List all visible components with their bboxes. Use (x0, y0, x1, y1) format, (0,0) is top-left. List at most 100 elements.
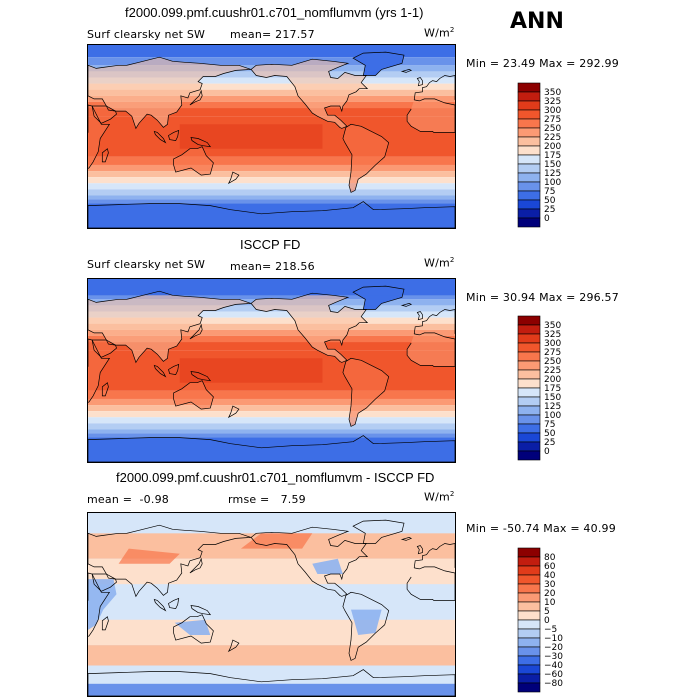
colorbar-tick-label: 80 (544, 553, 556, 563)
colorbar-swatch (517, 136, 541, 147)
colorbar-swatch (517, 100, 541, 111)
colorbar-swatch (517, 91, 541, 102)
colorbar-swatch (517, 324, 541, 335)
map-obs (87, 278, 456, 463)
colorbar-tick-label: −20 (544, 643, 563, 653)
colorbar-swatch (517, 163, 541, 174)
colorbar-swatch (517, 118, 541, 129)
colorbar-tick-label: 225 (544, 366, 561, 376)
colorbar-swatch (517, 217, 541, 228)
colorbar-swatch (517, 682, 541, 693)
colorbar-swatch (517, 82, 541, 93)
colorbar-tick-label: 75 (544, 187, 555, 197)
colorbar-swatch (517, 387, 541, 398)
colorbar-swatch (517, 646, 541, 657)
colorbar-tick-label: 20 (544, 589, 556, 599)
colorbar-swatch (517, 127, 541, 138)
colorbar-tick-label: 25 (544, 205, 555, 215)
colorbar-tick-label: −30 (544, 652, 563, 662)
colorbar-tick-label: 60 (544, 562, 556, 572)
colorbar-tick-label: 0 (544, 214, 550, 224)
colorbar-swatch (517, 441, 541, 452)
colorbar-tick-label: −40 (544, 661, 563, 671)
colorbar-swatch (517, 154, 541, 165)
colorbar-swatch (517, 450, 541, 461)
units-label: W/m2 (424, 26, 455, 40)
panel-title: ISCCP FD (240, 237, 301, 252)
colorbar-tick-label: −10 (544, 634, 563, 644)
colorbar-tick-label: 10 (544, 598, 556, 608)
colorbar-diff: 80 60 40 30 20 10 5 0 −5 −10 −20 −30 −40 −60 −80 (516, 547, 576, 693)
colorbar-tick-label: 150 (544, 160, 561, 170)
colorbar-tick-label: 325 (544, 330, 561, 340)
colorbar-tick-label: 0 (544, 616, 550, 626)
colorbar-swatch (517, 547, 541, 558)
colorbar-tick-label: 225 (544, 133, 561, 143)
colorbar-tick-label: 200 (544, 142, 561, 152)
colorbar-swatch (517, 351, 541, 362)
colorbar-swatch (517, 655, 541, 666)
map-diff (87, 512, 456, 697)
colorbar-obs: 350 325 300 275 250 225 200 175 150 125 100 75 50 25 0 (516, 315, 576, 461)
colorbar-swatch (517, 145, 541, 156)
colorbar-tick-label: 100 (544, 411, 561, 421)
mean-stat: mean = -0.98 (87, 493, 169, 506)
map-model (87, 44, 456, 229)
colorbar-swatch (517, 181, 541, 192)
colorbar-tick-label: −60 (544, 670, 563, 680)
colorbar-tick-label: 50 (544, 429, 556, 439)
colorbar-swatch (517, 574, 541, 585)
colorbar-swatch (517, 172, 541, 183)
colorbar-swatch (517, 414, 541, 425)
colorbar-tick-label: 100 (544, 178, 561, 188)
colorbar-swatch (517, 208, 541, 219)
min-max-stat: Min = 23.49 Max = 292.99 (466, 57, 619, 70)
colorbar-swatch (517, 664, 541, 675)
units-label: W/m2 (424, 256, 455, 270)
colorbar-tick-label: −5 (544, 625, 557, 635)
mean-stat: mean= 218.56 (230, 260, 315, 273)
colorbar-tick-label: 325 (544, 97, 561, 107)
colorbar-swatch (517, 360, 541, 371)
colorbar-swatch (517, 190, 541, 201)
colorbar-tick-label: 175 (544, 151, 561, 161)
colorbar-swatch (517, 378, 541, 389)
colorbar-tick-label: 300 (544, 106, 561, 116)
colorbar-swatch (517, 619, 541, 630)
colorbar-tick-label: 0 (544, 447, 550, 457)
colorbar-tick-label: 40 (544, 571, 556, 581)
colorbar-swatch (517, 592, 541, 603)
colorbar-tick-label: 275 (544, 115, 561, 125)
colorbar-swatch (517, 637, 541, 648)
panel-title: f2000.099.pmf.cuushr01.c701_nomflumvm - … (116, 470, 435, 485)
run-title: f2000.099.pmf.cuushr01.c701_nomflumvm (y… (125, 5, 424, 20)
colorbar-tick-label: 50 (544, 196, 556, 206)
colorbar-swatch (517, 601, 541, 612)
colorbar-tick-label: 30 (544, 580, 556, 590)
colorbar-swatch (517, 369, 541, 380)
colorbar-tick-label: 125 (544, 169, 561, 179)
colorbar-swatch (517, 333, 541, 344)
panel-variable: Surf clearsky net SW (87, 258, 206, 271)
colorbar-tick-label: −80 (544, 679, 563, 689)
colorbar-tick-label: 150 (544, 393, 561, 403)
colorbar-swatch (517, 315, 541, 326)
colorbar-tick-label: 275 (544, 348, 561, 358)
colorbar-tick-label: 350 (544, 88, 561, 98)
colorbar-tick-label: 25 (544, 438, 555, 448)
colorbar-swatch (517, 109, 541, 120)
colorbar-swatch (517, 423, 541, 434)
units-label: W/m2 (424, 490, 455, 504)
colorbar-tick-label: 175 (544, 384, 561, 394)
colorbar-swatch (517, 342, 541, 353)
colorbar-tick-label: 250 (544, 357, 561, 367)
colorbar-swatch (517, 396, 541, 407)
min-max-stat: Min = 30.94 Max = 296.57 (466, 291, 619, 304)
mean-stat: mean= 217.57 (230, 28, 315, 41)
colorbar-swatch (517, 432, 541, 443)
colorbar-swatch (517, 405, 541, 416)
colorbar-tick-label: 5 (544, 607, 550, 617)
colorbar-swatch (517, 583, 541, 594)
colorbar-tick-label: 300 (544, 339, 561, 349)
colorbar-tick-label: 250 (544, 124, 561, 134)
